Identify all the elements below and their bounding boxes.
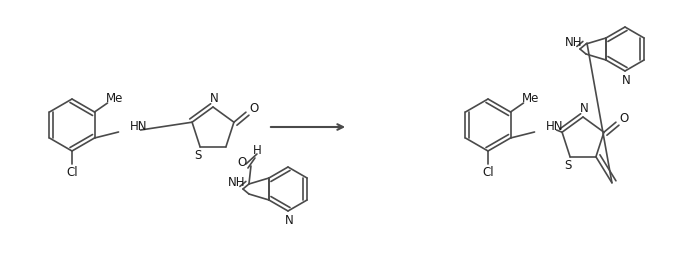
Text: N: N xyxy=(622,73,631,86)
Text: S: S xyxy=(195,149,202,162)
Text: N: N xyxy=(580,101,589,114)
Text: Me: Me xyxy=(106,93,123,106)
Text: S: S xyxy=(564,159,572,172)
Text: N: N xyxy=(285,214,293,227)
Text: N: N xyxy=(209,91,218,104)
Text: Cl: Cl xyxy=(482,165,493,178)
Text: NH: NH xyxy=(565,37,582,50)
Text: HN: HN xyxy=(545,119,563,132)
Text: O: O xyxy=(237,155,246,168)
Text: NH: NH xyxy=(228,176,246,189)
Text: H: H xyxy=(253,143,261,157)
Text: O: O xyxy=(249,102,258,115)
Text: HN: HN xyxy=(130,119,147,132)
Text: Cl: Cl xyxy=(66,165,78,178)
Text: Me: Me xyxy=(522,93,539,106)
Text: O: O xyxy=(620,112,629,125)
